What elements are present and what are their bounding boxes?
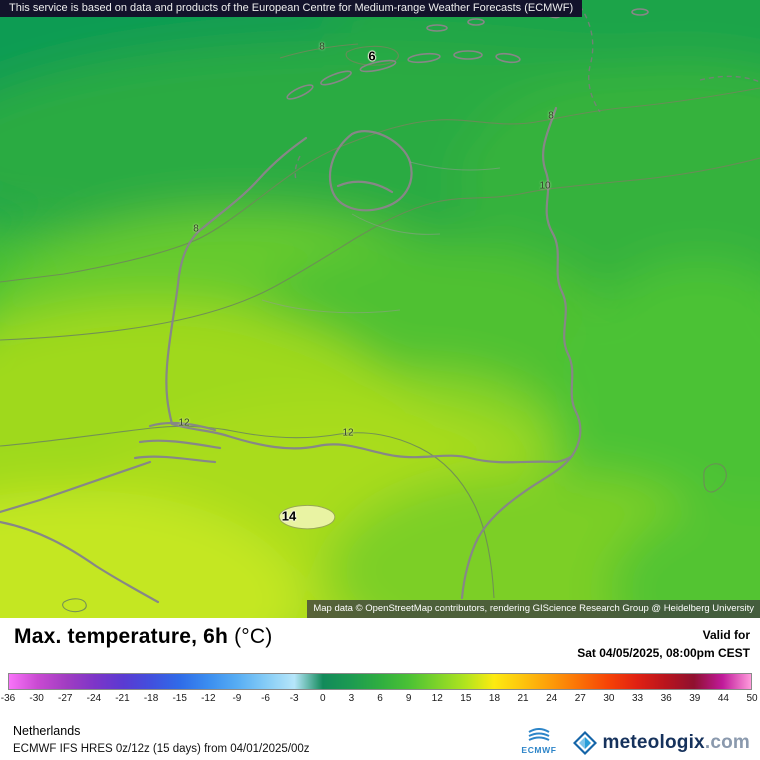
scale-tick: -15: [172, 693, 187, 704]
scale-tick: 36: [660, 693, 672, 704]
scale-gradient: [8, 673, 752, 690]
footer: Max. temperature, 6h (°C) Valid for Sat 0…: [0, 618, 760, 760]
scale-tick: -36: [0, 693, 16, 704]
scale-tick: -21: [115, 693, 130, 704]
ecmwf-logo-label: ECMWF: [521, 745, 557, 755]
isotherm-lines: [0, 43, 760, 613]
logos: ECMWF meteologix.com: [521, 728, 750, 755]
temperature-scale: -36 -30 -27 -24 -21 -18 -15 -12 -9 -6 -3 0 3 6 9 12 15 18…: [1, 673, 758, 706]
title-unit: (°C): [234, 625, 273, 648]
scale-tick: 24: [546, 693, 558, 704]
scale-tick: 33: [631, 693, 644, 704]
map-attribution: Map data © OpenStreetMap contributors, r…: [307, 600, 760, 618]
country-borders: [0, 106, 582, 604]
ecmwf-logo-icon: [528, 728, 550, 741]
map-area[interactable]: 8 6 8 10 8 12 12 14 Map data © OpenStreetMap co…: [0, 0, 760, 618]
province-borders: [261, 161, 501, 314]
model-info: ECMWF IFS HRES 0z/12z (15 days) from 04/…: [13, 743, 310, 755]
scale-tick: -27: [57, 693, 73, 704]
warm-pocket-14: [278, 504, 336, 530]
scale-tick: -30: [29, 693, 44, 704]
banner-text: This service is based on data and produc…: [9, 2, 574, 14]
scale-tick: 3: [348, 693, 355, 704]
meteologix-logo[interactable]: meteologix.com: [572, 731, 750, 755]
valid-time: Sat 04/05/2025, 08:00pm CEST: [577, 646, 750, 660]
model-block: Netherlands ECMWF IFS HRES 0z/12z (15 da…: [13, 724, 310, 755]
ecmwf-banner: This service is based on data and produc…: [0, 0, 583, 17]
valid-for-label: Valid for: [702, 628, 750, 642]
meteologix-diamond-icon: [572, 731, 597, 755]
scale-tick: 9: [405, 693, 412, 704]
title-row: Max. temperature, 6h (°C) Valid for Sat 0…: [14, 625, 750, 662]
page-title: Max. temperature, 6h (°C): [14, 625, 272, 649]
scale-tick: -6: [261, 693, 270, 704]
scale-tick: 6: [377, 693, 383, 704]
scale-tick: -9: [232, 693, 242, 704]
scale-tick: 18: [488, 693, 501, 704]
temperature-field: [0, 0, 760, 618]
region-name: Netherlands: [13, 724, 81, 738]
scale-tick: -18: [143, 693, 159, 704]
scale-ticks: -36 -30 -27 -24 -21 -18 -15 -12 -9 -6 -3 0 3 6 9 12 15 18…: [1, 693, 758, 706]
scale-tick: 21: [517, 693, 529, 704]
scale-tick: 44: [717, 693, 729, 704]
scale-tick: 39: [689, 693, 701, 704]
scale-tick: -3: [289, 693, 299, 704]
meteologix-logo-label: meteologix.com: [602, 732, 750, 753]
scale-tick: 0: [319, 693, 326, 704]
temperature-map: [0, 0, 760, 618]
valid-block: Valid for Sat 04/05/2025, 08:00pm CEST: [577, 625, 750, 662]
bottom-row: Netherlands ECMWF IFS HRES 0z/12z (15 da…: [13, 724, 750, 755]
scale-tick: 15: [460, 693, 472, 704]
scale-tick: 50: [746, 693, 758, 704]
scale-tick: -12: [201, 693, 216, 704]
title-parameter: Max. temperature, 6h: [14, 625, 229, 648]
scale-tick: 30: [603, 693, 615, 704]
scale-tick: 12: [431, 693, 443, 704]
ecmwf-logo[interactable]: ECMWF: [521, 728, 556, 755]
state-borders: [294, 5, 760, 181]
scale-tick: -24: [86, 693, 102, 704]
scale-tick: 27: [574, 693, 586, 704]
